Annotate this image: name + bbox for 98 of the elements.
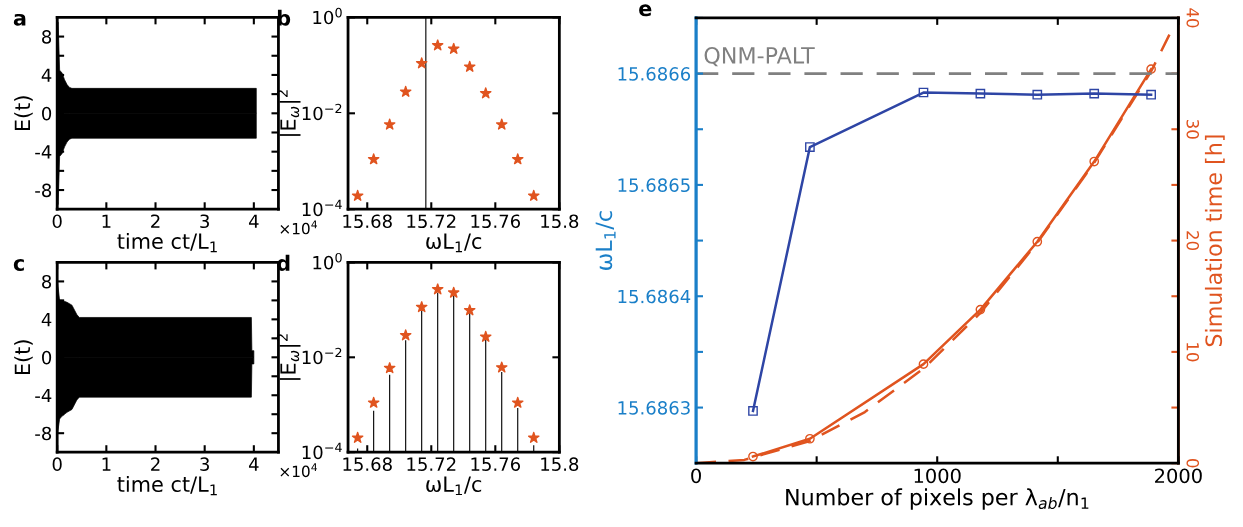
y-tick-label: -4 (35, 145, 52, 159)
x-tick-label: 15.76 (471, 457, 521, 471)
y-tick-label: 10$^{0}$ (313, 7, 342, 25)
chart-title: a (13, 13, 26, 26)
y-tick-label: 10$^{−2}$ (302, 347, 342, 365)
x-tick-label: 15.68 (343, 457, 392, 471)
x-tick-label: 0 (52, 457, 62, 471)
y-tick-label: 4 (41, 313, 52, 327)
y-tick-label: 15.6864 (618, 289, 691, 304)
point (415, 301, 428, 313)
y-axis-title: ωL$_{1}$/c (595, 211, 616, 270)
y-tick-label: 15.6863 (618, 401, 690, 415)
y-tick-label: -4 (35, 388, 52, 403)
y-tick-label: -8 (35, 183, 52, 198)
point (805, 433, 815, 444)
x-tick-label: 15.8 (541, 457, 579, 471)
y2-tick-label: 30 (1186, 119, 1200, 139)
y-tick-label: 10$^{−4}$ (302, 199, 342, 217)
y-tick-label: 15.6866 (618, 67, 691, 81)
x-axis-title: time ct/L$_{1}$ (117, 475, 217, 496)
point (367, 396, 380, 408)
point (1032, 236, 1043, 247)
x-axis-title: ωL$_{1}$/c (426, 476, 482, 496)
point (447, 286, 460, 298)
point (399, 85, 412, 97)
chart-title: c (13, 259, 24, 271)
point (463, 304, 476, 316)
x-tick-label: 15.8 (541, 214, 579, 229)
x-tick-label: 15.72 (407, 214, 456, 229)
point (527, 431, 540, 443)
point (431, 39, 444, 51)
x-tick-label: 15.76 (471, 214, 521, 229)
y-tick-label: 8 (42, 30, 52, 44)
point (351, 189, 364, 201)
y-axis-title: E(t) (14, 96, 33, 131)
point (367, 153, 380, 165)
point (805, 142, 815, 152)
y2-tick-label: 40 (1186, 8, 1200, 28)
ref-line-label: QNM-PALT (704, 46, 815, 67)
y-tick-label: 10$^{0}$ (313, 252, 342, 270)
point (479, 87, 492, 99)
y-tick-label: 10$^{−4}$ (302, 442, 342, 460)
y-axis-title: E(t) (14, 340, 33, 375)
point (1089, 88, 1100, 99)
x-tick-label: 15.72 (407, 457, 456, 471)
y-tick-label: 4 (41, 68, 52, 82)
x-tick-label: 4 (248, 457, 259, 471)
point (383, 362, 396, 374)
point (975, 88, 986, 99)
x-tick-label: 2 (151, 457, 160, 471)
x-tick-label: 2 (151, 214, 160, 228)
point (1089, 156, 1100, 167)
point (463, 60, 476, 72)
point (1032, 89, 1043, 100)
x-tick-label: 15.68 (343, 214, 392, 229)
point (447, 42, 460, 54)
point (399, 329, 412, 341)
point (975, 304, 986, 315)
x-tick-label: 2000 (1155, 468, 1202, 484)
point (918, 87, 929, 98)
x-axis-title: ωL$_{1}$/c (426, 233, 482, 253)
x-tick-label: 1 (102, 214, 111, 228)
y-tick-label: 10$^{−2}$ (302, 103, 342, 121)
point (383, 118, 396, 130)
x-axis-title: Number of pixels per λ$_{ab}$/n$_{1}$ (786, 488, 1089, 510)
x-tick-label: 3 (200, 457, 209, 471)
x-tick-label: 4 (248, 214, 259, 228)
point (415, 57, 428, 69)
chart-title: e (639, 4, 652, 17)
point (479, 330, 492, 342)
point (511, 396, 524, 408)
point (748, 406, 758, 416)
y2-tick-label: 10 (1186, 343, 1200, 362)
point (1146, 89, 1156, 100)
x-tick-label: 1000 (914, 468, 961, 484)
y-tick-label: 8 (42, 274, 52, 289)
y-tick-label: 15.6865 (618, 178, 690, 193)
x-tick-label: 0 (691, 468, 701, 484)
point (495, 118, 508, 130)
x-axis-title: time ct/L$_{1}$ (117, 232, 217, 253)
point (748, 451, 758, 462)
point (511, 153, 524, 165)
y-tick-label: 0 (42, 350, 52, 365)
x-tick-label: 1 (102, 457, 111, 471)
point (431, 283, 444, 295)
point (351, 431, 364, 443)
point (527, 189, 540, 201)
point (1146, 64, 1156, 74)
text: ×10$^{4}$ (280, 463, 318, 478)
y-tick-label: 0 (42, 106, 52, 121)
text: ×10$^{4}$ (280, 220, 318, 235)
x-tick-label: 0 (52, 214, 62, 229)
y2-axis-title: Simulation time [h] (1204, 135, 1225, 347)
point (918, 359, 929, 370)
point (495, 361, 508, 373)
y2-tick-label: 20 (1186, 231, 1200, 251)
y-tick-label: -8 (35, 426, 52, 441)
x-tick-label: 3 (200, 214, 209, 229)
